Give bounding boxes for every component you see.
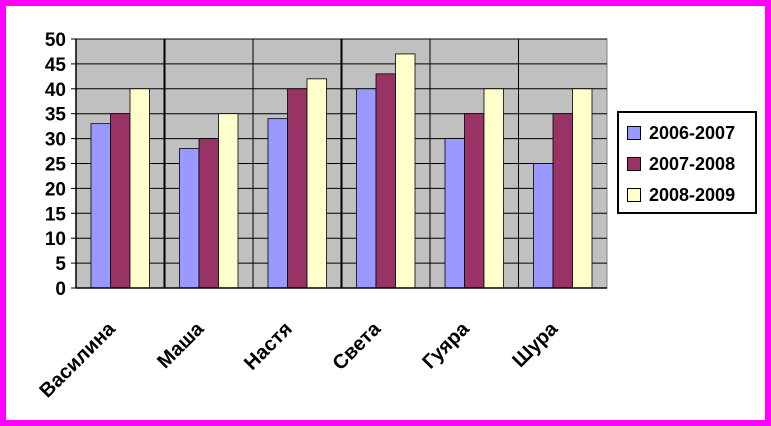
legend-item-0: 2006-2007	[627, 121, 735, 145]
legend-swatch-1	[627, 157, 641, 171]
bar-2008-2009-Василина	[129, 88, 150, 289]
x-category-labels: Василина Маша Настя Света Гуяра Шура	[36, 317, 563, 402]
legend: 2006-2007 2007-2008 2008-2009	[617, 111, 757, 214]
legend-label-2: 2008-2009	[649, 184, 736, 205]
legend-item-2: 2008-2009	[627, 183, 735, 207]
bar-2008-2009-Настя	[306, 78, 327, 289]
bar-2008-2009-Света	[395, 53, 416, 289]
y-tick-label: 25	[45, 155, 67, 176]
x-category-label: Василина	[36, 317, 121, 402]
legend-label-1: 2007-2008	[649, 153, 736, 174]
y-tick-label: 30	[45, 130, 66, 151]
y-tick-label: 50	[45, 30, 66, 51]
y-tick-labels: 0 5 10 15 20 25 30 35 40 45 50	[45, 30, 76, 300]
bar-2007-2008-Шура	[552, 113, 573, 289]
y-tick-label: 0	[55, 279, 66, 300]
bar-2006-2007-Света	[356, 88, 377, 289]
x-category-label: Шура	[508, 317, 563, 372]
bar-2007-2008-Света	[375, 73, 396, 289]
bar-2008-2009-Гуяра	[483, 88, 504, 289]
y-tick-label: 15	[45, 204, 67, 225]
x-category-label: Гуяра	[418, 317, 474, 373]
bar-2007-2008-Василина	[110, 113, 131, 289]
y-tick-label: 35	[45, 105, 67, 126]
y-tick-label: 20	[45, 179, 66, 200]
bar-2007-2008-Маша	[198, 138, 219, 289]
bar-2006-2007-Маша	[179, 148, 200, 289]
legend-swatch-0	[627, 126, 641, 140]
bar-2006-2007-Василина	[90, 123, 111, 289]
bar-2006-2007-Настя	[267, 118, 288, 289]
y-tick-label: 5	[55, 254, 66, 275]
bar-2008-2009-Шура	[572, 88, 593, 289]
bar-2008-2009-Маша	[218, 113, 239, 289]
x-category-label: Света	[329, 317, 386, 374]
y-tick-label: 40	[45, 80, 66, 101]
bar-2006-2007-Шура	[533, 163, 554, 289]
legend-swatch-2	[627, 188, 641, 202]
legend-item-1: 2007-2008	[627, 152, 735, 176]
x-category-label: Маша	[153, 317, 209, 373]
bar-2006-2007-Гуяра	[444, 138, 465, 289]
x-category-label: Настя	[240, 318, 297, 375]
legend-label-0: 2006-2007	[649, 122, 736, 143]
y-tick-label: 10	[45, 229, 66, 250]
bar-2007-2008-Настя	[287, 88, 308, 289]
y-tick-label: 45	[45, 55, 67, 76]
bar-2007-2008-Гуяра	[464, 113, 485, 289]
category-separators	[163, 39, 519, 288]
